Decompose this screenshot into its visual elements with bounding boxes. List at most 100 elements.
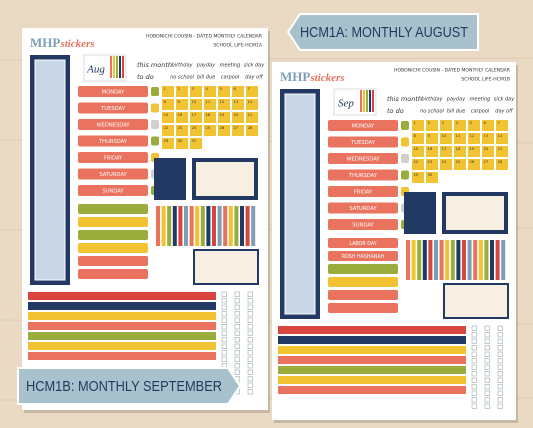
- washi-stripe: [278, 326, 466, 334]
- word-sticker: no school: [420, 109, 444, 115]
- sheet-code: SCHOOL LIFE-HCM1B: [461, 77, 510, 83]
- checkbox: [247, 311, 253, 317]
- date-box: [412, 120, 424, 131]
- checkbox: [234, 291, 240, 297]
- pencil: [184, 206, 188, 246]
- checkbox: [247, 330, 253, 336]
- word-sticker: bill due: [197, 75, 215, 81]
- checkbox: [221, 330, 227, 336]
- pencil: [501, 240, 506, 280]
- pencil: [119, 56, 121, 78]
- date-box: [190, 99, 202, 110]
- color-bar: [78, 204, 148, 214]
- checkbox: [234, 369, 240, 375]
- date-box: [162, 86, 174, 97]
- washi-stripe: [278, 346, 466, 354]
- pencil: [363, 90, 365, 112]
- word-sticker: payday: [196, 63, 216, 69]
- word-sticker: day off: [495, 109, 514, 115]
- date-number: 9: [178, 99, 181, 104]
- date-box: [162, 138, 174, 149]
- pencil: [116, 56, 118, 78]
- date-box: [232, 112, 244, 123]
- date-box: [176, 99, 188, 110]
- checkbox: [484, 397, 490, 403]
- date-box: [246, 125, 258, 136]
- pencil: [369, 90, 371, 112]
- checkbox: [471, 332, 477, 338]
- day-label: FRIDAY: [354, 190, 373, 196]
- logo-sub: stickers: [59, 38, 94, 50]
- date-number: 9: [428, 133, 431, 138]
- checkbox: [484, 332, 490, 338]
- checkbox: [497, 358, 503, 364]
- pencil: [240, 206, 244, 246]
- washi-stripe: [28, 352, 216, 360]
- date-box: [426, 159, 438, 170]
- washi-stripe: [278, 336, 466, 344]
- date-number: 12: [220, 99, 225, 104]
- pencil: [490, 240, 494, 280]
- date-box: [454, 146, 466, 157]
- date-number: 5: [220, 86, 223, 91]
- pencil: [189, 206, 194, 246]
- checkbox: [497, 371, 503, 377]
- date-box: [412, 146, 424, 157]
- day-label: TUESDAY: [350, 140, 376, 146]
- icon: [401, 121, 409, 130]
- washi-stripe: [278, 356, 466, 364]
- date-box: [204, 86, 216, 97]
- pencil: [411, 240, 416, 280]
- pencil: [217, 206, 222, 246]
- sheet-header: HOBONICHI COUSIN - DATED MONTHLY CALENDA…: [394, 68, 511, 74]
- date-box: [190, 86, 202, 97]
- date-number: 29: [414, 172, 419, 177]
- holiday-bar: [328, 238, 398, 248]
- checkbox: [234, 311, 240, 317]
- date-number: 4: [206, 86, 209, 91]
- checkbox: [234, 350, 240, 356]
- checkbox: [234, 337, 240, 343]
- word-sticker: sick day: [494, 97, 515, 103]
- checkbox: [221, 324, 227, 330]
- date-box: [190, 125, 202, 136]
- date-number: 30: [428, 172, 433, 177]
- washi-stripe: [28, 302, 216, 310]
- color-bar: [328, 303, 398, 313]
- sticker-sheet: MHPstickers HOBONICHI COUSIN - DATED MONT…: [22, 28, 270, 413]
- checkbox: [484, 403, 490, 409]
- checkbox: [484, 377, 490, 383]
- checkbox: [471, 338, 477, 344]
- day-label: TUESDAY: [100, 106, 126, 112]
- icon: [151, 136, 159, 146]
- checkbox: [497, 325, 503, 331]
- date-box: [176, 138, 188, 149]
- date-box: [496, 133, 508, 144]
- date-number: 17: [192, 112, 197, 117]
- checkbox: [247, 382, 253, 388]
- checkbox: [247, 317, 253, 323]
- letter-patch: [193, 249, 259, 285]
- checkbox: [471, 397, 477, 403]
- color-bar: [78, 243, 148, 253]
- date-box: [426, 133, 438, 144]
- date-box: [482, 133, 494, 144]
- date-box: [176, 112, 188, 123]
- checkbox: [497, 397, 503, 403]
- word-sticker: birthday: [172, 63, 194, 69]
- date-number: 14: [248, 99, 253, 104]
- focus-label: to do: [387, 107, 404, 115]
- checkbox: [221, 317, 227, 323]
- letter-patch-inner: [446, 196, 504, 230]
- pencil: [122, 56, 124, 78]
- date-box: [482, 120, 494, 131]
- date-number: 15: [414, 146, 419, 151]
- date-box: [468, 133, 480, 144]
- word-sticker: day off: [245, 75, 264, 81]
- date-number: 8: [164, 99, 167, 104]
- day-bar: [78, 168, 148, 180]
- checkbox: [484, 384, 490, 390]
- pencil: [172, 206, 177, 246]
- checkbox: [234, 317, 240, 323]
- banner-bottom: HCM1B: MONTHLY SEPTEMBER: [17, 367, 242, 405]
